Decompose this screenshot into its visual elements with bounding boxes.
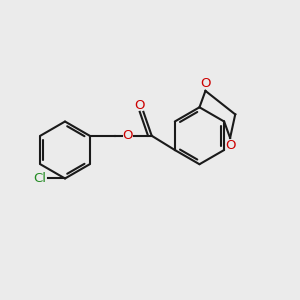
Text: O: O xyxy=(123,129,133,142)
Text: Cl: Cl xyxy=(34,172,46,185)
Text: O: O xyxy=(200,77,211,90)
Text: O: O xyxy=(225,139,236,152)
Text: O: O xyxy=(134,99,145,112)
